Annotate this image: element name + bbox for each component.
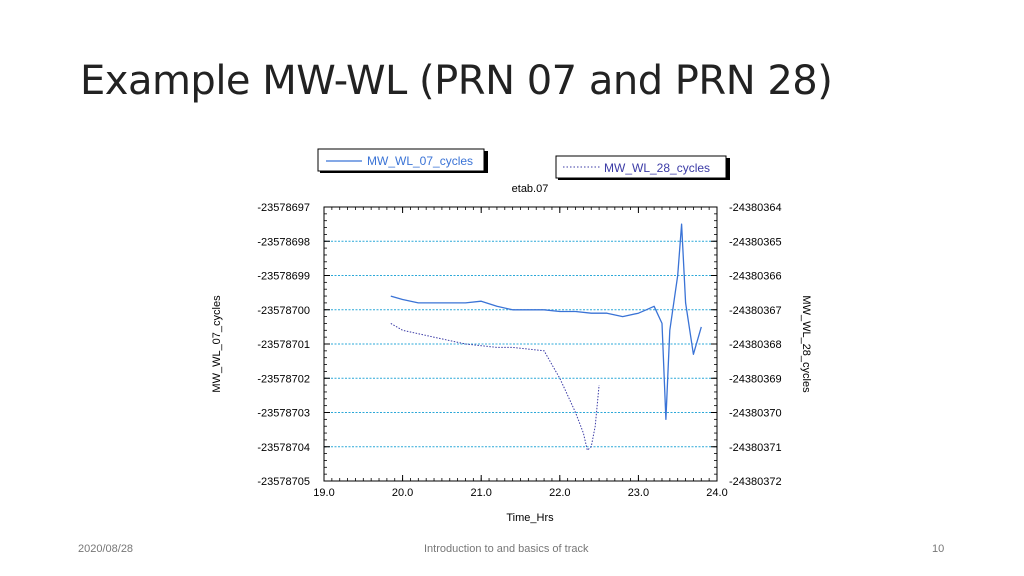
series-layer — [390, 223, 702, 451]
slide-title: Example MW-WL (PRN 07 and PRN 28) — [80, 58, 833, 104]
y-tick-label: -23578705 — [257, 476, 310, 488]
y2-tick-label: -24380367 — [729, 305, 782, 317]
x-tick-label: 22.0 — [549, 487, 570, 499]
x-axis-label: Time_Hrs — [506, 512, 554, 524]
legend-entry-series1: MW_WL_07_cycles — [317, 148, 488, 173]
footer-center-text: Introduction to and basics of track — [424, 543, 589, 555]
y-axis-label: MW_WL_07_cycles — [211, 295, 223, 393]
series-line-mw-wl-07 — [390, 223, 702, 420]
x-tick-label: 23.0 — [628, 487, 649, 499]
y2-tick-label: -24380368 — [729, 339, 782, 351]
y2-tick-label: -24380369 — [729, 373, 782, 385]
y-tick-label: -23578700 — [257, 305, 310, 317]
x-tick-label: 24.0 — [706, 487, 727, 499]
y2-axis-label: MW_WL_28_cycles — [800, 295, 812, 393]
y2-tick-label: -24380364 — [729, 202, 782, 214]
y-tick-label: -23578704 — [257, 442, 310, 454]
footer-date: 2020/08/28 — [78, 543, 134, 555]
y2-tick-label: -24380370 — [729, 408, 782, 420]
series-line-mw-wl-28 — [390, 322, 600, 451]
grid-layer — [324, 240, 717, 448]
y-tick-label: -23578701 — [257, 339, 310, 351]
x-tick-label: 21.0 — [470, 487, 491, 499]
y-tick-label: -23578703 — [257, 408, 310, 420]
page-number: 10 — [932, 543, 945, 555]
y2-tick-label: -24380372 — [729, 476, 782, 488]
y2-tick-label: -24380366 — [729, 271, 782, 283]
y2-tick-label: -24380365 — [729, 236, 782, 248]
y-tick-label: -23578699 — [257, 271, 310, 283]
tick-layer: -23578697 -24380364 -23578698 -24380365 -235… — [257, 202, 781, 499]
legend-label-series2: MW_WL_28_cycles — [604, 161, 710, 175]
y-tick-label: -23578697 — [257, 202, 310, 214]
legend-entry-series2: MW_WL_28_cycles — [555, 155, 730, 180]
legend-label-series1: MW_WL_07_cycles — [367, 154, 473, 168]
y2-tick-label: -24380371 — [729, 442, 782, 454]
x-tick-label: 20.0 — [392, 487, 413, 499]
chart-title: etab.07 — [512, 183, 549, 195]
x-tick-label: 19.0 — [313, 487, 334, 499]
y-tick-label: -23578702 — [257, 373, 310, 385]
y-tick-label: -23578698 — [257, 236, 310, 248]
